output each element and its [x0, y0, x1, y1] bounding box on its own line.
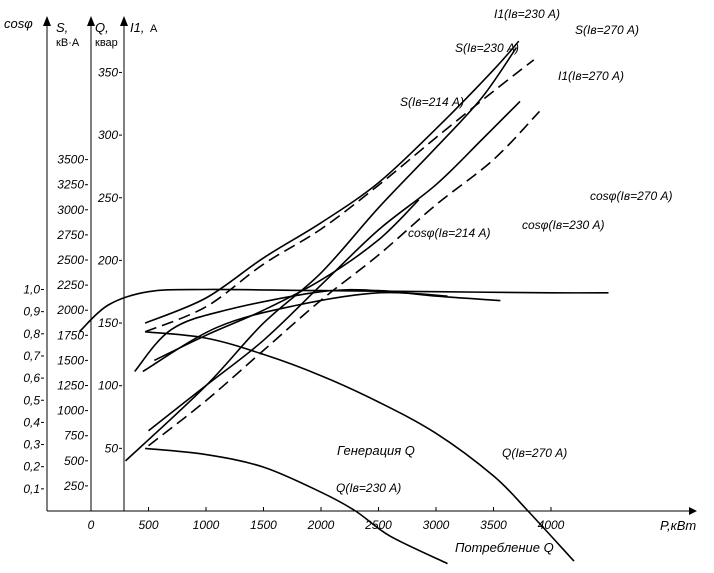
y-tick-label: 0,9	[23, 305, 40, 319]
label-q-230: Q(Iв=230 A)	[336, 481, 401, 495]
x-tick-label: 3500	[480, 518, 507, 532]
series-curve-9	[145, 331, 575, 562]
y-tick-label: 750	[64, 429, 84, 443]
y-tick-label: 300	[98, 128, 118, 142]
x-tick-label: 2500	[364, 518, 392, 532]
q-tick-labels: 50 100 150 200 250 300 350	[97, 65, 122, 455]
label-s-270: S(Iв=270 A)	[575, 23, 639, 37]
series-curve-0	[78, 288, 609, 333]
y-tick-label: 0,2	[23, 460, 40, 474]
label-cos-270: cosφ(Iв=270 A)	[590, 189, 672, 203]
s-axis-unit: кВ·А	[56, 37, 80, 49]
x-axis-title: P,кВт	[660, 518, 696, 533]
label-s-214: S(Iв=214 A)	[400, 95, 464, 109]
x-tick-label: 1000	[193, 518, 220, 532]
label-s-230: S(Iв=230 A)	[455, 41, 519, 55]
label-cos-230: cosφ(Iв=230 A)	[522, 218, 604, 232]
y-tick-label: 0,8	[23, 327, 40, 341]
y-tick-label: 350	[98, 65, 118, 79]
series-curve-8	[124, 46, 518, 462]
cos-axis-arrow	[43, 16, 51, 26]
series-curve-2	[142, 291, 448, 373]
y-tick-label: 0,7	[23, 349, 41, 363]
axis-titles: cosφ S, кВ·А Q, квар I1, A P,кВт	[4, 16, 696, 533]
label-i1-270: I1(Iв=270 A)	[558, 69, 624, 83]
y-tick-label: 0,6	[23, 371, 40, 385]
series-curve-1	[134, 288, 501, 373]
y-tick-label: 200	[97, 253, 118, 267]
y-tick-label: 0,5	[23, 393, 40, 407]
y-tick-label: 500	[64, 454, 84, 468]
x-tick-label: 1500	[250, 518, 277, 532]
i1-axis-title: I1,	[130, 20, 144, 35]
y-tick-label: 100	[98, 379, 118, 393]
y-tick-label: 0,4	[23, 415, 40, 429]
x-tick-label: 2000	[307, 518, 335, 532]
q-axis-arrow	[120, 16, 128, 26]
label-generation: Генерация Q	[337, 443, 415, 458]
s-axis-arrow	[87, 16, 95, 26]
curve-labels: cosφ(Iв=270 A) cosφ(Iв=230 A) cosφ(Iв=21…	[336, 7, 672, 555]
y-tick-label: 2750	[56, 228, 84, 242]
label-cos-214: cosφ(Iв=214 A)	[408, 226, 490, 240]
y-tick-label: 250	[63, 479, 84, 493]
series-curve-5	[148, 110, 541, 447]
x-tick-label: 0	[88, 518, 95, 532]
s-axis-title: S,	[56, 20, 68, 35]
y-tick-label: 0,3	[23, 438, 40, 452]
q-axis-unit: квар	[95, 37, 118, 49]
y-tick-label: 1000	[57, 404, 84, 418]
y-tick-label: 1750	[57, 328, 84, 342]
y-tick-label: 3000	[57, 203, 84, 217]
y-tick-label: 2250	[56, 278, 84, 292]
s-tick-labels: 250 500 750 1000 1250 1500 1750 2000 2250 2500 275…	[56, 153, 88, 493]
q-axis-title: Q,	[95, 20, 109, 35]
series-curve-7	[144, 59, 535, 333]
y-tick-label: 50	[105, 441, 119, 455]
cos-axis-title: cosφ	[4, 16, 33, 31]
y-tick-label: 0,1	[23, 482, 40, 496]
cos-tick-labels: 0,1 0,2 0,3 0,4 0,5 0,6 0,7 0,8 0,9 1,0	[23, 283, 44, 496]
label-consumption: Потребление Q	[455, 540, 554, 555]
y-tick-label: 2500	[56, 253, 84, 267]
series-curve-6	[144, 40, 520, 324]
x-tick-labels: 0 500 1000 1500 2000 2500 3000 3500 4000	[88, 507, 565, 532]
y-tick-label: 250	[97, 191, 118, 205]
y-tick-label: 1,0	[23, 283, 40, 297]
x-axis-arrow	[689, 507, 697, 515]
y-tick-label: 3500	[57, 153, 84, 167]
y-tick-label: 3250	[57, 178, 84, 192]
y-tick-label: 1500	[57, 353, 84, 367]
y-tick-label: 1250	[57, 379, 84, 393]
series-curves	[78, 40, 609, 565]
label-q-270: Q(Iв=270 A)	[502, 446, 567, 460]
x-tick-label: 500	[138, 518, 158, 532]
i1-axis-unit: A	[150, 23, 158, 35]
label-i1-230: I1(Iв=230 A)	[494, 7, 560, 21]
y-tick-label: 2000	[56, 303, 84, 317]
y-tick-label: 150	[98, 316, 118, 330]
series-curve-10	[145, 447, 448, 565]
series-curve-3	[153, 199, 420, 362]
axes-layer	[43, 16, 697, 515]
x-tick-label: 3000	[423, 518, 450, 532]
